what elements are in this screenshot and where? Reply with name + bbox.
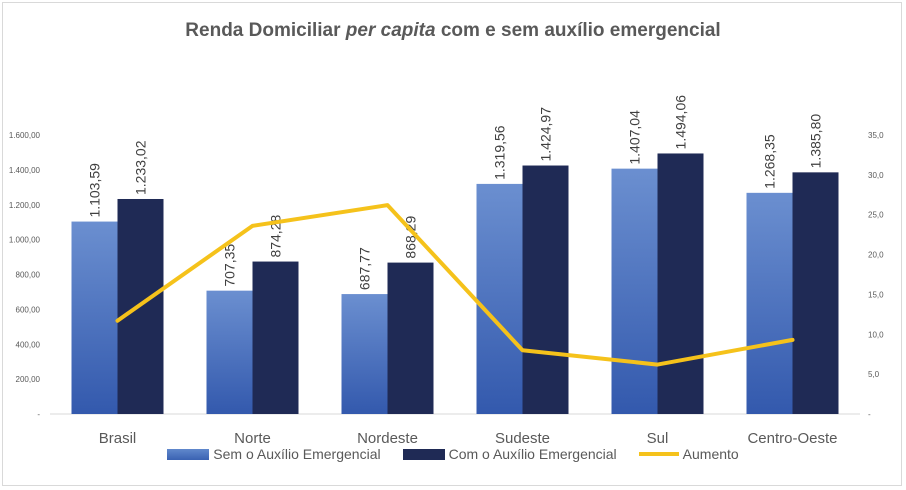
y-right-tick-label: 25,0 [868, 211, 884, 220]
y-left-tick-label: 200,00 [16, 375, 41, 384]
data-label-com: 1.233,02 [133, 140, 149, 195]
y-right-tick-label: - [868, 410, 871, 419]
y-left-tick-label: 1.600,00 [9, 131, 41, 140]
bar-com [387, 262, 434, 414]
data-label-com: 1.424,97 [538, 107, 554, 162]
data-label-com: 874,28 [268, 215, 284, 258]
bar-com [252, 261, 299, 414]
bar-sem [746, 192, 793, 414]
y-left-tick-label: 1.000,00 [9, 236, 41, 245]
legend-item-com: Com o Auxílio Emergencial [402, 446, 617, 462]
legend-label-com: Com o Auxílio Emergencial [448, 446, 617, 462]
y-right-tick-label: 10,0 [868, 330, 884, 339]
y-right-tick-label: 35,0 [868, 131, 884, 140]
y-right-tick-label: 20,0 [868, 251, 884, 260]
legend-item-sem: Sem o Auxílio Emergencial [167, 446, 381, 462]
category-label: Nordeste [357, 430, 418, 447]
chart-title: Renda Domiciliar per capita com e sem au… [185, 20, 721, 41]
data-label-sem: 1.103,59 [87, 163, 103, 218]
bar-sem [71, 221, 118, 414]
data-label-sem: 1.407,04 [627, 110, 643, 165]
bar-sem [476, 183, 523, 414]
legend-label-aumento: Aumento [682, 446, 739, 462]
y-right-tick-label: 5,0 [868, 370, 880, 379]
legend-swatch-com [402, 448, 445, 460]
data-label-sem: 1.268,35 [762, 134, 778, 189]
bar-sem [341, 294, 388, 414]
category-label: Brasil [99, 430, 137, 447]
bar-sem [206, 290, 253, 414]
data-label-com: 1.494,06 [673, 95, 689, 150]
y-left-tick-label: 600,00 [16, 305, 41, 314]
bar-com [522, 165, 569, 414]
data-label-sem: 707,35 [222, 244, 238, 287]
legend-item-aumento: Aumento [638, 446, 739, 462]
category-label: Sudeste [495, 430, 550, 447]
y-left-tick-label: 1.400,00 [9, 166, 41, 175]
category-label: Norte [234, 430, 271, 447]
bar-com [657, 153, 704, 415]
legend-swatch-aumento [638, 452, 679, 456]
y-left-tick-label: 800,00 [16, 271, 41, 280]
y-right-tick-label: 15,0 [868, 290, 884, 299]
legend-swatch-sem [167, 448, 210, 460]
data-label-sem: 1.319,56 [492, 125, 508, 180]
legend-label-sem: Sem o Auxílio Emergencial [213, 446, 381, 462]
legend: Sem o Auxílio Emergencial Com o Auxílio … [0, 446, 906, 462]
y-left-tick-label: - [37, 410, 40, 419]
data-label-sem: 687,77 [357, 247, 373, 290]
y-right-tick-label: 30,0 [868, 171, 884, 180]
category-label: Centro-Oeste [747, 430, 837, 447]
data-label-com: 1.385,80 [808, 114, 824, 169]
line-aumento [115, 203, 795, 367]
bar-com [792, 172, 839, 414]
bar-sem [611, 168, 658, 414]
category-label: Sul [647, 430, 669, 447]
y-left-tick-label: 1.200,00 [9, 201, 41, 210]
y-left-tick-label: 400,00 [16, 340, 41, 349]
